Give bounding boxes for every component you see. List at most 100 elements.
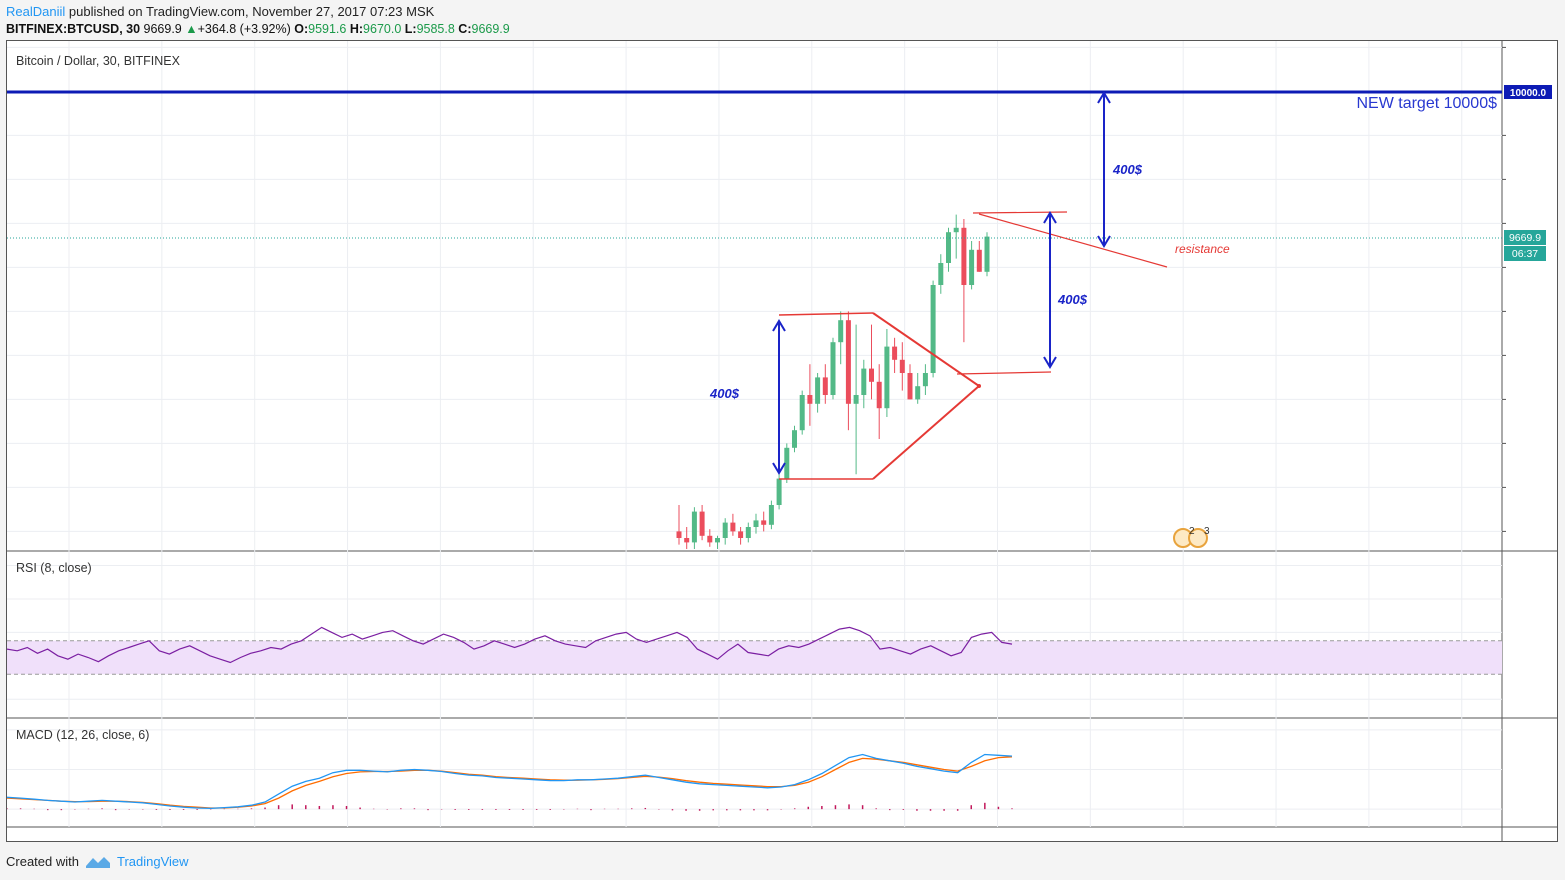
candle-body bbox=[899, 359, 905, 373]
measure-arrow-2[interactable] bbox=[1043, 211, 1057, 369]
candle-body bbox=[676, 531, 682, 538]
flag-lower-line[interactable] bbox=[956, 371, 1052, 375]
candle bbox=[776, 474, 782, 510]
upper-channel-line[interactable] bbox=[778, 312, 874, 316]
target-price-tag bbox=[1504, 85, 1552, 99]
candle-body bbox=[684, 538, 690, 543]
candle bbox=[768, 500, 774, 530]
candle bbox=[946, 227, 951, 272]
candle bbox=[961, 219, 967, 343]
candle-body bbox=[838, 320, 844, 343]
candle-body bbox=[753, 520, 759, 527]
candle bbox=[822, 364, 828, 404]
candle bbox=[745, 522, 751, 543]
tradingview-logo-icon[interactable] bbox=[85, 855, 111, 869]
candle-body bbox=[892, 346, 898, 360]
candle bbox=[838, 311, 844, 365]
candle bbox=[969, 241, 975, 290]
candle-body bbox=[730, 522, 736, 532]
event-badge-flag-icon[interactable] bbox=[1188, 528, 1208, 548]
candle bbox=[707, 529, 713, 547]
candle-body bbox=[707, 535, 713, 543]
rsi-line-group bbox=[6, 626, 1013, 664]
measure-arrow-1[interactable] bbox=[772, 319, 786, 475]
candle bbox=[830, 337, 836, 400]
candle bbox=[907, 364, 913, 400]
change-value: +364.8 (+3.92%) bbox=[197, 22, 291, 36]
candle-body bbox=[876, 381, 882, 409]
candle-body bbox=[961, 227, 967, 285]
candle bbox=[853, 324, 859, 475]
candle bbox=[915, 373, 921, 404]
tradingview-brand[interactable]: TradingView bbox=[116, 854, 189, 869]
candle-body bbox=[969, 249, 975, 285]
candle-body bbox=[761, 520, 767, 525]
candle bbox=[984, 232, 990, 277]
candle-body bbox=[853, 395, 859, 404]
rsi-band-fill bbox=[7, 640, 1502, 675]
close-label: C: bbox=[458, 22, 472, 36]
candle-body bbox=[807, 395, 813, 404]
candle bbox=[761, 511, 767, 532]
close-value: 9669.9 bbox=[471, 22, 510, 36]
candle-body bbox=[861, 368, 867, 395]
candle-body bbox=[784, 447, 790, 479]
author-link[interactable]: RealDaniil bbox=[6, 4, 66, 19]
candle-body bbox=[953, 227, 959, 233]
countdown-tag bbox=[1504, 246, 1546, 261]
candle-body bbox=[922, 373, 928, 387]
candle bbox=[976, 241, 982, 272]
chart-svg[interactable]: Bitcoin / Dollar, 30, BITFINEX RSI (8, c… bbox=[6, 41, 1557, 841]
low-label: L: bbox=[404, 22, 417, 36]
resistance-line[interactable] bbox=[978, 213, 1168, 268]
measure-arrows[interactable]: 400$ 400$ 400$ bbox=[709, 91, 1143, 475]
high-label: H: bbox=[349, 22, 364, 36]
candle bbox=[953, 214, 959, 259]
footer: Created with TradingView bbox=[6, 854, 189, 869]
candle-body bbox=[768, 505, 774, 525]
low-value: 9585.8 bbox=[416, 22, 455, 36]
main-title: Bitcoin / Dollar, 30, BITFINEX bbox=[16, 54, 181, 68]
flag-upper-line[interactable] bbox=[972, 211, 1068, 214]
candle bbox=[730, 513, 736, 536]
candle bbox=[899, 342, 905, 391]
macd-signal-line bbox=[6, 756, 1013, 809]
candle bbox=[722, 518, 728, 545]
last-price-axis-label: 9669.9 bbox=[1509, 232, 1541, 244]
candle bbox=[892, 337, 898, 373]
event-badge-count: 3 bbox=[1204, 526, 1210, 537]
chart-frame[interactable]: Bitcoin / Dollar, 30, BITFINEX RSI (8, c… bbox=[6, 40, 1558, 842]
publish-info: RealDaniil published on TradingView.com,… bbox=[6, 4, 434, 19]
candle-body bbox=[976, 249, 982, 272]
macd-group bbox=[6, 753, 1013, 811]
triangle-apex bbox=[977, 384, 981, 388]
triangle-lower-edge[interactable] bbox=[872, 385, 980, 480]
event-badges[interactable]: 2 3 bbox=[1173, 526, 1210, 548]
candle-body bbox=[915, 386, 921, 400]
created-with-label: Created with bbox=[6, 854, 79, 869]
candle bbox=[876, 364, 882, 439]
candle bbox=[753, 513, 759, 534]
pattern-drawings[interactable]: resistance bbox=[778, 211, 1230, 480]
measure-label-2: 400$ bbox=[1057, 292, 1088, 307]
candle-body bbox=[907, 373, 913, 400]
last-price: 9669.9 bbox=[143, 22, 182, 36]
target-price-label: 10000.0 bbox=[1510, 88, 1547, 99]
candle-body bbox=[815, 377, 821, 404]
candle bbox=[815, 373, 821, 413]
high-value: 9670.0 bbox=[363, 22, 402, 36]
event-badge-count: 2 bbox=[1189, 526, 1195, 537]
candle bbox=[807, 364, 813, 426]
candle bbox=[684, 527, 690, 549]
rsi-title: RSI (8, close) bbox=[16, 561, 92, 575]
candle-body bbox=[845, 320, 851, 404]
candle-body bbox=[869, 368, 874, 382]
macd-line bbox=[6, 753, 1013, 810]
candle-body bbox=[822, 377, 828, 395]
candle bbox=[845, 311, 851, 431]
rsi-band bbox=[7, 640, 1502, 675]
candle bbox=[938, 254, 944, 294]
candle bbox=[884, 329, 890, 417]
measure-arrow-3[interactable] bbox=[1097, 91, 1111, 248]
measure-label-3: 400$ bbox=[1112, 162, 1143, 177]
